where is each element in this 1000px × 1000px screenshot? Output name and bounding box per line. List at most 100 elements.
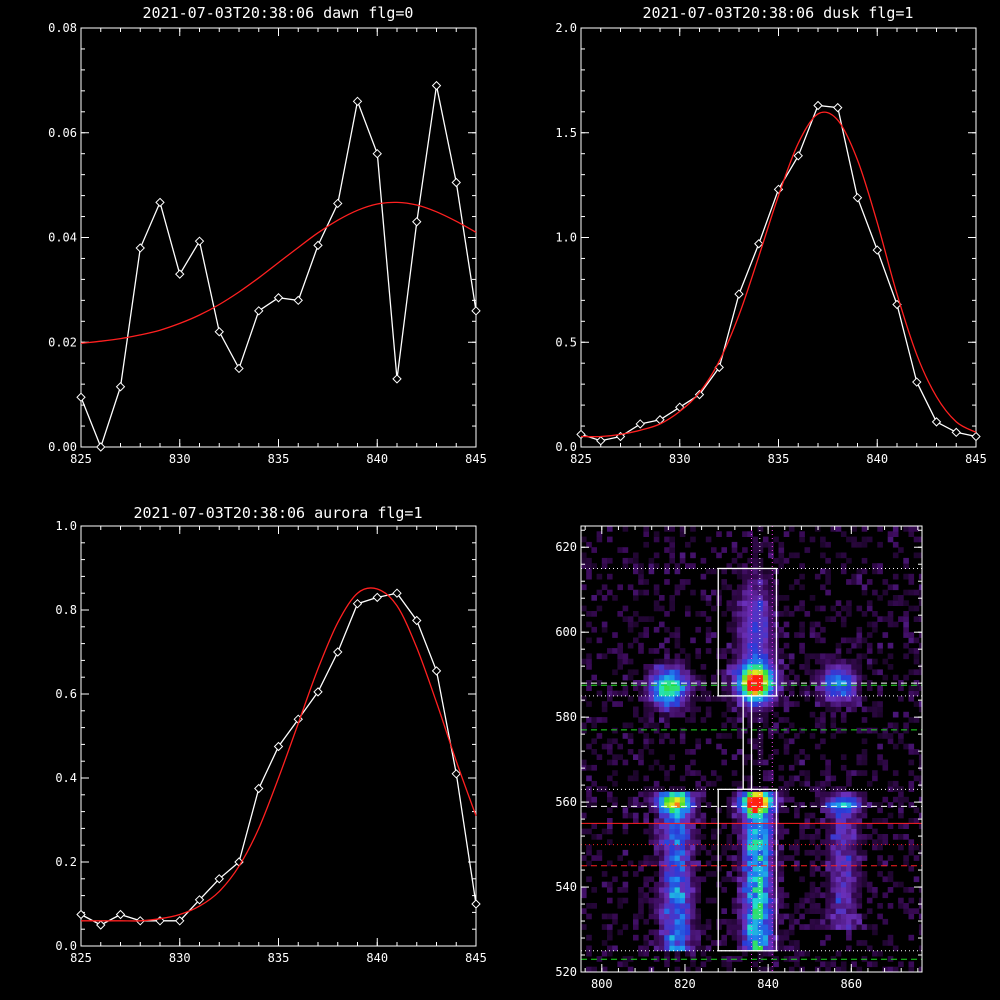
heatmap-cell xyxy=(752,717,759,723)
heatmap-cell xyxy=(903,903,909,909)
heatmap-cell xyxy=(622,526,629,532)
heatmap-cell xyxy=(830,664,837,670)
heatmap-cell xyxy=(721,579,727,585)
heatmap-cell xyxy=(814,796,821,803)
heatmap-cell xyxy=(633,568,639,575)
heatmap-cell xyxy=(830,876,837,883)
heatmap-cell xyxy=(627,658,634,665)
heatmap-cell xyxy=(846,865,852,872)
heatmap-cell xyxy=(825,770,831,776)
heatmap-cell xyxy=(778,658,785,665)
heatmap-cell xyxy=(768,605,774,612)
heatmap-cell xyxy=(851,796,857,803)
heatmap-cell xyxy=(778,844,785,851)
heatmap-cell xyxy=(726,812,733,819)
heatmap-cell xyxy=(591,626,597,633)
heatmap-cell xyxy=(757,791,764,798)
heatmap-cell xyxy=(627,642,634,649)
heatmap-cell xyxy=(752,695,759,702)
heatmap-cell xyxy=(731,908,738,914)
heatmap-cell xyxy=(752,796,759,803)
heatmap-cell xyxy=(820,786,826,792)
heatmap-cell xyxy=(799,531,805,537)
heatmap-cell xyxy=(882,616,889,622)
heatmap-cell xyxy=(736,860,743,867)
heatmap-cell xyxy=(627,956,634,962)
heatmap-cell xyxy=(825,541,831,548)
heatmap-cell xyxy=(648,940,655,946)
heatmap-cell xyxy=(690,552,696,559)
heatmap-cell xyxy=(840,855,847,861)
heatmap-cell xyxy=(695,849,701,856)
heatmap-cell xyxy=(856,844,863,851)
heatmap-cell xyxy=(596,531,603,537)
heatmap-cell xyxy=(622,605,629,612)
heatmap-cell xyxy=(742,595,748,601)
heatmap-cell xyxy=(788,929,795,936)
heatmap-cell xyxy=(825,674,831,681)
heatmap-cell xyxy=(840,834,847,840)
heatmap-cell xyxy=(846,557,852,564)
heatmap-cell xyxy=(861,807,868,814)
heatmap-cell xyxy=(679,892,686,899)
heatmap-cell xyxy=(659,876,665,883)
heatmap-cell xyxy=(773,536,779,543)
heatmap-cell xyxy=(648,706,655,713)
heatmap-cell xyxy=(664,897,670,904)
dawn-data-point xyxy=(194,236,205,246)
heatmap-cell xyxy=(788,701,795,707)
heatmap-cell xyxy=(913,658,920,665)
heatmap-cell xyxy=(851,541,857,548)
heatmap-cell xyxy=(705,568,712,575)
heatmap-cell xyxy=(747,680,753,686)
heatmap-cell xyxy=(674,626,681,633)
heatmap-cell xyxy=(612,876,618,883)
heatmap-cell xyxy=(778,892,785,899)
heatmap-cell xyxy=(898,595,904,601)
heatmap-cell xyxy=(892,674,899,681)
heatmap-cell xyxy=(685,695,691,702)
heatmap-cell xyxy=(716,733,722,739)
heatmap-cell xyxy=(788,690,795,697)
heatmap-cell xyxy=(659,802,665,808)
heatmap-cell xyxy=(695,828,701,835)
heatmap-cell xyxy=(674,680,681,686)
heatmap-cell xyxy=(648,557,655,564)
heatmap-cell xyxy=(664,547,670,553)
heatmap-cell xyxy=(809,669,816,676)
heatmap-cell xyxy=(762,711,769,718)
heatmap-cell xyxy=(653,945,660,952)
heatmap-cell xyxy=(669,526,675,532)
heatmap-cell xyxy=(726,961,733,968)
heatmap-cell xyxy=(633,934,639,941)
heatmap-cell xyxy=(840,552,847,559)
heatmap-cell xyxy=(768,812,774,819)
heatmap-cell xyxy=(752,547,759,553)
heatmap-cell xyxy=(653,871,660,877)
heatmap-cell xyxy=(747,860,753,867)
aurora-ytick-label: 1.0 xyxy=(55,519,77,533)
heatmap-cell xyxy=(872,568,878,575)
heatmap-cell xyxy=(596,855,603,861)
heatmap-cell xyxy=(762,876,769,883)
heatmap-cell xyxy=(846,780,852,787)
heatmap-cell xyxy=(695,738,701,745)
heatmap-cell xyxy=(607,807,613,814)
heatmap-cell xyxy=(591,855,597,861)
heatmap-cell xyxy=(638,717,644,723)
heatmap-cell xyxy=(762,626,769,633)
heatmap-cell xyxy=(846,812,852,819)
heatmap-cell xyxy=(736,589,743,596)
heatmap-cell xyxy=(664,918,670,925)
heatmap-cell xyxy=(643,685,649,691)
heatmap-cell xyxy=(820,940,826,946)
heatmap-cell xyxy=(877,839,883,845)
heatmap-cell xyxy=(918,632,922,638)
heatmap-cell xyxy=(762,823,769,829)
heatmap-cell xyxy=(669,929,675,936)
heatmap-cell xyxy=(731,929,738,936)
heatmap-cell xyxy=(747,918,753,925)
heatmap-cell xyxy=(825,658,831,665)
heatmap-cell xyxy=(721,568,727,575)
